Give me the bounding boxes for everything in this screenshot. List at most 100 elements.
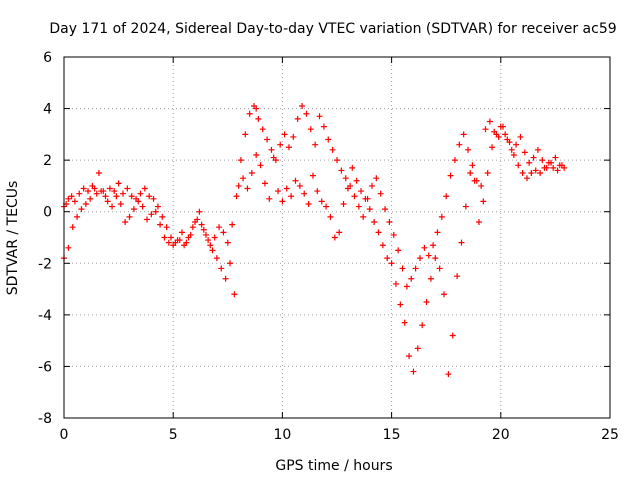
data-point <box>187 231 194 238</box>
data-point <box>395 247 402 254</box>
data-point <box>111 188 118 195</box>
data-point <box>220 229 227 236</box>
data-point <box>447 172 454 179</box>
data-point <box>445 371 452 378</box>
x-tick-label: 0 <box>60 427 69 443</box>
data-point <box>165 239 172 246</box>
data-point <box>109 203 116 210</box>
data-point <box>229 221 236 228</box>
data-point <box>377 190 384 197</box>
data-point <box>526 159 533 166</box>
data-point <box>113 193 120 200</box>
data-point <box>74 213 81 220</box>
data-point <box>410 368 417 375</box>
data-point <box>137 190 144 197</box>
data-point <box>355 203 362 210</box>
data-point <box>226 260 233 267</box>
data-point <box>360 213 367 220</box>
data-point <box>379 242 386 249</box>
data-point <box>419 322 426 329</box>
data-point <box>530 154 537 161</box>
data-point <box>248 170 255 177</box>
data-point <box>266 195 273 202</box>
data-point <box>104 198 111 205</box>
data-point <box>211 234 218 241</box>
data-point <box>148 211 155 218</box>
data-point <box>552 154 559 161</box>
data-point <box>443 193 450 200</box>
data-point <box>456 141 463 148</box>
data-point <box>307 126 314 133</box>
data-point <box>351 193 358 200</box>
y-tick-label: -8 <box>38 411 52 427</box>
data-point <box>550 164 557 171</box>
axis-ticks: 0 5 10 15 20 25 -8 -6 -4 -2 0 2 4 6 <box>38 50 619 443</box>
data-point <box>349 164 356 171</box>
data-point <box>436 265 443 272</box>
data-point <box>296 182 303 189</box>
data-point <box>493 131 500 138</box>
data-point <box>497 123 504 130</box>
data-point <box>154 203 161 210</box>
data-point <box>93 190 100 197</box>
data-point <box>143 216 150 223</box>
data-point <box>545 159 552 166</box>
data-point <box>489 144 496 151</box>
data-point <box>534 146 541 153</box>
data-point <box>382 206 389 213</box>
data-point <box>130 206 137 213</box>
data-point <box>373 175 380 182</box>
data-point <box>119 190 126 197</box>
data-point <box>362 195 369 202</box>
y-tick-label: -2 <box>38 256 52 272</box>
data-point <box>462 203 469 210</box>
data-point <box>146 193 153 200</box>
x-tick-label: 10 <box>273 427 291 443</box>
y-tick-label: -6 <box>38 359 52 375</box>
data-point <box>386 219 393 226</box>
data-point <box>78 206 85 213</box>
data-point <box>288 193 295 200</box>
data-point <box>539 157 546 164</box>
data-point <box>334 157 340 164</box>
x-tick-label: 15 <box>383 427 401 443</box>
data-point <box>163 224 170 231</box>
data-point <box>135 198 142 205</box>
y-tick-label: 0 <box>43 205 52 221</box>
data-point <box>506 139 513 146</box>
data-point <box>438 213 445 220</box>
data-point <box>314 188 321 195</box>
data-point <box>196 208 203 215</box>
data-point <box>281 131 288 138</box>
data-point <box>513 141 520 148</box>
data-point <box>427 275 434 282</box>
data-point <box>150 195 157 202</box>
y-tick-label: -4 <box>38 308 52 324</box>
data-point <box>469 162 476 169</box>
data-point <box>532 167 539 174</box>
data-point <box>384 255 391 262</box>
data-point <box>392 280 399 287</box>
data-point <box>106 185 113 192</box>
data-point <box>128 193 135 200</box>
y-tick-label: 6 <box>43 50 52 66</box>
data-point <box>484 170 491 177</box>
data-point <box>102 193 109 200</box>
data-point <box>338 167 345 174</box>
data-point <box>122 219 129 226</box>
data-point <box>454 273 461 280</box>
data-point <box>403 283 410 290</box>
data-point <box>159 213 166 220</box>
data-point <box>323 203 330 210</box>
data-point <box>524 175 531 182</box>
data-point <box>255 115 262 122</box>
data-point <box>467 170 474 177</box>
data-point <box>510 151 517 158</box>
data-point <box>416 255 423 262</box>
data-point <box>222 275 229 282</box>
data-point <box>521 149 528 156</box>
data-point <box>183 239 190 246</box>
data-point <box>205 237 212 244</box>
data-point <box>541 164 548 171</box>
data-point <box>554 167 561 174</box>
